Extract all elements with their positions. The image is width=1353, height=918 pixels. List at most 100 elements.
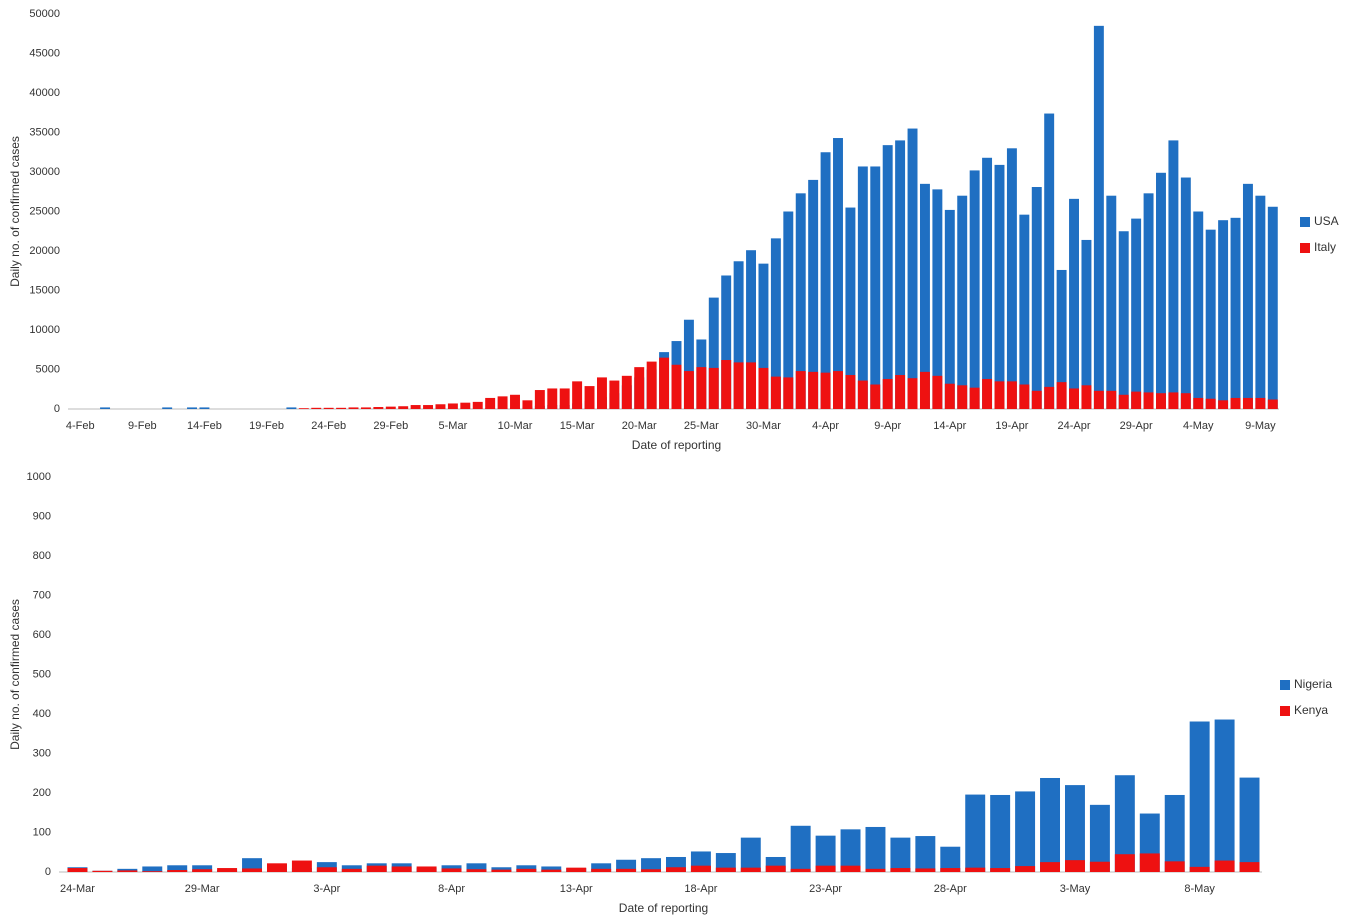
- y-tick-label: 0: [54, 403, 60, 415]
- bar: [187, 407, 197, 409]
- x-tick-label: 15-Mar: [560, 420, 595, 432]
- bar: [217, 868, 238, 872]
- bar: [683, 371, 694, 409]
- bar: [1267, 399, 1278, 409]
- y-tick-label: 900: [33, 510, 51, 522]
- bar: [982, 157, 993, 409]
- bar: [765, 865, 786, 872]
- x-tick-label: 8-Apr: [438, 883, 465, 895]
- legend-swatch: [1280, 680, 1290, 690]
- bar: [740, 837, 761, 872]
- y-tick-label: 600: [33, 629, 51, 641]
- x-tick-label: 24-Apr: [1058, 420, 1091, 432]
- x-tick-label: 14-Apr: [933, 420, 966, 432]
- bar: [1069, 198, 1079, 409]
- x-tick-label: 29-Apr: [1120, 420, 1153, 432]
- bar: [547, 388, 558, 409]
- bar: [1064, 860, 1085, 872]
- bar: [1180, 177, 1191, 409]
- bar: [683, 319, 694, 409]
- bar: [385, 406, 396, 409]
- bar: [919, 183, 930, 409]
- y-tick-label: 100: [33, 826, 51, 838]
- bar: [410, 405, 421, 409]
- bar: [919, 371, 930, 409]
- bar: [491, 869, 512, 872]
- x-tick-label: 4-Apr: [812, 420, 839, 432]
- bar: [167, 865, 188, 872]
- bar: [659, 357, 670, 409]
- bar: [1081, 385, 1092, 409]
- bar: [1164, 861, 1185, 872]
- bar: [1118, 394, 1129, 409]
- x-tick-label: 29-Mar: [185, 883, 220, 895]
- bar: [820, 372, 831, 409]
- bar: [1267, 206, 1278, 409]
- x-tick-label: 29-Feb: [373, 420, 408, 432]
- legend-swatch: [1280, 706, 1290, 716]
- y-tick-label: 800: [33, 550, 51, 562]
- bar: [466, 869, 487, 872]
- bar: [1242, 183, 1253, 409]
- bar: [242, 868, 263, 872]
- y-tick-label: 300: [33, 747, 51, 759]
- bar: [994, 381, 1005, 409]
- bar: [192, 865, 213, 872]
- x-tick-label: 9-Apr: [874, 420, 901, 432]
- bar: [1114, 775, 1135, 872]
- bar: [969, 170, 980, 409]
- x-tick-label: 24-Mar: [60, 883, 95, 895]
- bar: [584, 386, 595, 409]
- bar: [895, 375, 906, 409]
- bar: [840, 865, 861, 872]
- y-tick-label: 5000: [36, 363, 60, 375]
- bar: [965, 794, 986, 872]
- bar: [944, 383, 955, 409]
- bar: [907, 378, 918, 409]
- bar: [815, 865, 836, 872]
- bar: [865, 868, 886, 872]
- bar: [360, 407, 371, 409]
- bar: [1143, 193, 1154, 409]
- x-tick-label: 10-Mar: [498, 420, 533, 432]
- bar: [715, 867, 736, 872]
- bar: [795, 371, 806, 409]
- bar: [721, 275, 732, 409]
- bar: [398, 406, 409, 409]
- bar: [708, 297, 719, 409]
- bar: [1081, 239, 1092, 409]
- y-tick-label: 45000: [29, 47, 60, 59]
- bar: [944, 209, 955, 409]
- bar: [541, 866, 562, 872]
- bar: [1255, 195, 1266, 409]
- bar: [566, 867, 587, 872]
- bar: [634, 367, 645, 409]
- bar: [969, 387, 980, 409]
- y-tick-label: 30000: [29, 166, 60, 178]
- bar: [696, 367, 707, 409]
- bar: [117, 870, 138, 872]
- bar: [1056, 269, 1067, 409]
- bar: [865, 826, 886, 872]
- bar: [1064, 785, 1085, 872]
- bar: [1015, 866, 1036, 872]
- x-tick-label: 25-Mar: [684, 420, 719, 432]
- bar: [1156, 393, 1166, 409]
- bar: [1239, 777, 1260, 872]
- bar: [1069, 388, 1079, 409]
- x-tick-label: 3-Apr: [313, 883, 340, 895]
- bar: [1040, 777, 1061, 872]
- x-tick-label: 9-May: [1245, 420, 1276, 432]
- bar: [820, 152, 831, 409]
- bar: [1255, 397, 1266, 409]
- bar: [721, 360, 732, 409]
- legend-label: Italy: [1314, 240, 1336, 254]
- bar: [441, 868, 462, 872]
- bar: [1089, 861, 1110, 872]
- bar: [572, 381, 583, 409]
- x-tick-label: 8-May: [1184, 883, 1215, 895]
- bar: [1230, 217, 1241, 409]
- bar: [1168, 392, 1179, 409]
- bar: [1139, 853, 1160, 872]
- bar: [1015, 791, 1036, 872]
